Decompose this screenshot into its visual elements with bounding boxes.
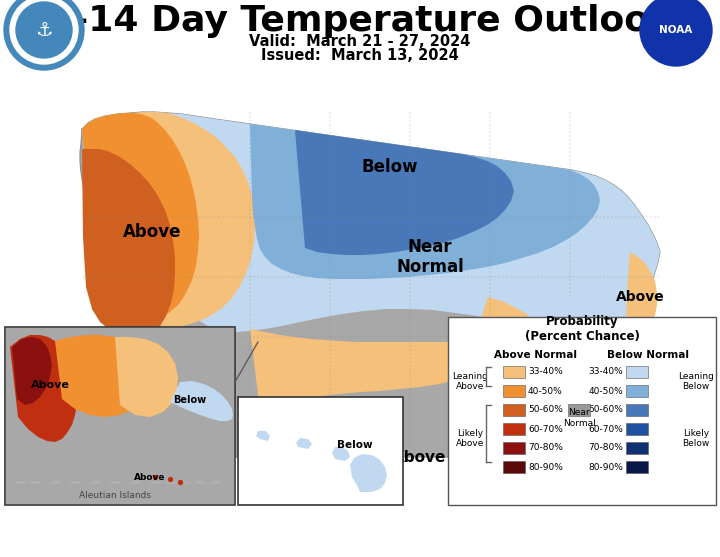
Point — [164, 475, 176, 483]
Circle shape — [4, 0, 84, 70]
Polygon shape — [626, 252, 657, 339]
Text: Leaning
Above: Leaning Above — [452, 372, 488, 391]
Polygon shape — [332, 447, 350, 461]
Bar — [503, 404, 525, 416]
Text: Near
Normal: Near Normal — [562, 408, 595, 428]
Bar — [6, 328, 234, 504]
Bar — [448, 317, 716, 505]
Point — [174, 477, 186, 486]
Text: 8-14 Day Temperature Outlook: 8-14 Day Temperature Outlook — [48, 4, 672, 38]
Bar — [5, 327, 235, 505]
Polygon shape — [170, 381, 233, 421]
Text: Above: Above — [134, 472, 166, 481]
Polygon shape — [10, 335, 77, 442]
Polygon shape — [115, 337, 178, 417]
Text: Probability
(Percent Chance): Probability (Percent Chance) — [525, 315, 639, 343]
Polygon shape — [296, 438, 312, 449]
Polygon shape — [350, 454, 387, 492]
Text: ⚓: ⚓ — [35, 21, 53, 40]
Polygon shape — [152, 112, 660, 342]
Bar — [626, 461, 648, 473]
Bar — [568, 404, 590, 416]
Text: 70-80%: 70-80% — [588, 443, 623, 452]
Text: 50-60%: 50-60% — [588, 405, 623, 414]
Text: Near
Normal: Near Normal — [396, 238, 464, 276]
Text: 60-70%: 60-70% — [588, 424, 623, 433]
Bar — [626, 423, 648, 435]
Bar — [626, 366, 648, 378]
Circle shape — [16, 2, 72, 58]
Bar — [503, 442, 525, 454]
Polygon shape — [250, 124, 600, 279]
Text: 80-90%: 80-90% — [528, 462, 563, 471]
Bar — [626, 442, 648, 454]
Bar — [503, 461, 525, 473]
Text: Above: Above — [122, 223, 181, 241]
Text: Leaning
Below: Leaning Below — [678, 372, 714, 391]
Text: 33-40%: 33-40% — [528, 368, 563, 377]
Text: Valid:  March 21 - 27, 2024: Valid: March 21 - 27, 2024 — [249, 35, 471, 50]
Polygon shape — [55, 335, 148, 417]
Text: Below: Below — [361, 158, 418, 176]
Text: Below Normal: Below Normal — [607, 350, 689, 360]
Text: Above: Above — [30, 380, 69, 390]
Text: Above: Above — [483, 364, 536, 379]
Text: 70-80%: 70-80% — [528, 443, 563, 452]
Bar — [626, 404, 648, 416]
Text: Issued:  March 13, 2024: Issued: March 13, 2024 — [261, 47, 459, 62]
Circle shape — [640, 0, 712, 66]
Polygon shape — [12, 337, 52, 405]
Bar — [238, 397, 403, 505]
Text: Below: Below — [174, 395, 207, 405]
Polygon shape — [82, 113, 199, 321]
Text: 80-90%: 80-90% — [588, 462, 623, 471]
Text: Above: Above — [616, 290, 665, 304]
Text: 60-70%: 60-70% — [528, 424, 563, 433]
Polygon shape — [82, 149, 175, 338]
Bar — [503, 366, 525, 378]
Text: 40-50%: 40-50% — [588, 387, 623, 395]
Text: Below: Below — [337, 440, 373, 450]
Bar — [503, 385, 525, 397]
Text: 40-50%: 40-50% — [528, 387, 563, 395]
Bar — [626, 385, 648, 397]
Text: NOAA: NOAA — [660, 25, 693, 35]
Polygon shape — [295, 130, 514, 255]
Text: 33-40%: 33-40% — [588, 368, 623, 377]
Polygon shape — [80, 112, 660, 457]
Point — [149, 472, 161, 481]
Text: 50-60%: 50-60% — [528, 405, 563, 414]
Polygon shape — [250, 297, 558, 411]
Text: Above: Above — [393, 449, 446, 465]
Circle shape — [10, 0, 78, 64]
Text: Likely
Above: Likely Above — [456, 429, 484, 448]
Polygon shape — [256, 431, 270, 441]
Bar — [239, 398, 402, 504]
Text: Above Normal: Above Normal — [495, 350, 577, 360]
Bar — [503, 423, 525, 435]
Text: Likely
Below: Likely Below — [683, 429, 710, 448]
Polygon shape — [82, 112, 255, 328]
Text: Aleutian Islands: Aleutian Islands — [79, 491, 151, 500]
